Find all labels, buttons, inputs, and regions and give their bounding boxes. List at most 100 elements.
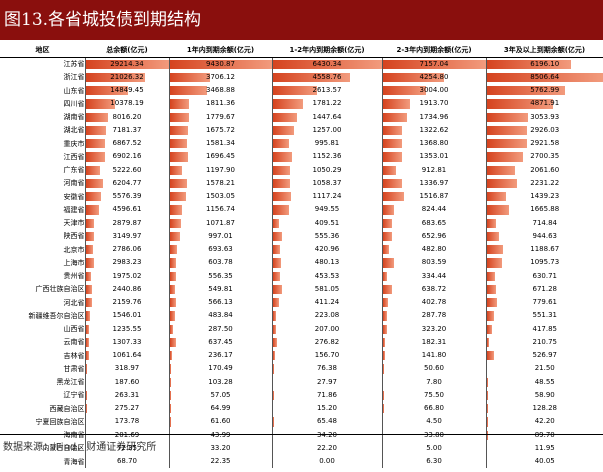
value-text: 912.81: [421, 165, 447, 174]
value-cell-1-2y: 1781.22: [271, 97, 382, 111]
value-text: 1061.64: [112, 351, 142, 359]
data-bar: [273, 430, 274, 440]
data-bar: [170, 271, 176, 281]
value-cell-3y-plus: 42.20: [485, 415, 603, 429]
value-text: 236.17: [208, 351, 233, 359]
region-cell: 甘肃省: [63, 364, 85, 373]
data-bar: [86, 245, 94, 255]
value-cell-3y-plus: 526.97: [485, 349, 603, 363]
value-cell-3y-plus: 5762.99: [485, 84, 603, 98]
value-cell-within-1y: 997.01: [168, 229, 272, 243]
value-text: 824.44: [421, 205, 447, 214]
value-cell-total: 1235.55: [84, 322, 169, 336]
region-cell: 吉林省: [63, 351, 85, 360]
value-cell-3y-plus: 11.95: [485, 441, 603, 455]
table-row: 广东省 5222.60 1197.90 1050.29 912.81 2061.60: [0, 163, 603, 177]
value-cell-total: 1975.02: [84, 269, 169, 283]
region-cell: 江西省: [63, 152, 85, 161]
data-bar: [273, 72, 350, 82]
table-row: 山东省 14849.45 3468.88 2613.57 3004.00 5762.99: [0, 84, 603, 98]
value-text: 1095.73: [530, 258, 560, 267]
value-text: 1117.24: [312, 192, 342, 200]
data-bar: [86, 218, 94, 228]
value-cell-1-2y: 6430.34: [271, 57, 382, 71]
data-bar: [487, 417, 488, 427]
value-cell-total: 21026.32: [84, 70, 169, 84]
value-cell-within-1y: 3706.12: [168, 70, 272, 84]
value-cell-within-1y: 170.49: [168, 362, 272, 376]
table-row: 甘肃省 318.97 170.49 76.38 50.60 21.50: [0, 362, 603, 376]
value-text: 566.13: [208, 298, 233, 306]
data-bar: [170, 311, 175, 321]
value-cell-3y-plus: 89.70: [485, 428, 603, 442]
data-bar: [487, 139, 527, 149]
data-bar: [273, 218, 280, 228]
value-cell-2-3y: 1353.01: [381, 150, 486, 164]
table-row: 江西省 6902.16 1696.45 1152.36 1353.01 2700.35: [0, 150, 603, 164]
value-cell-2-3y: 4.50: [381, 415, 486, 429]
data-bar: [487, 404, 489, 414]
data-bar: [273, 324, 276, 334]
data-bar: [487, 298, 498, 308]
col-header-within-1y: 1年内到期余额(亿元): [169, 43, 272, 58]
value-cell-1-2y: 555.36: [271, 229, 382, 243]
value-text: 75.50: [423, 390, 445, 399]
value-text: 6430.34: [312, 60, 342, 68]
table-row: 河南省 6204.77 1578.21 1058.37 1336.97 2231.22: [0, 176, 603, 190]
value-text: 210.75: [532, 337, 558, 346]
value-text: 61.60: [210, 417, 231, 426]
value-cell-2-3y: 6.30: [381, 455, 486, 469]
data-bar: [86, 231, 95, 241]
value-text: 1581.34: [206, 139, 235, 147]
data-bar: [487, 351, 494, 361]
data-bar: [383, 218, 393, 228]
region-cell: 天津市: [63, 219, 85, 228]
value-cell-total: 275.27: [84, 402, 169, 416]
value-cell-1-2y: 1152.36: [271, 150, 382, 164]
data-bar: [383, 178, 402, 188]
region-cell: 宁夏回族自治区: [35, 417, 85, 426]
data-bar: [86, 351, 89, 361]
value-text: 7181.37: [112, 125, 142, 134]
region-cell: 北京市: [63, 245, 85, 254]
value-cell-2-3y: 75.50: [381, 388, 486, 402]
region-cell: 云南省: [63, 338, 85, 347]
table-row: 吉林省 1061.64 236.17 156.70 141.80 526.97: [0, 349, 603, 363]
col-header-total: 总余额(亿元): [85, 43, 169, 58]
table-row: 宁夏回族自治区 173.78 61.60 65.48 4.50 42.20: [0, 415, 603, 429]
data-bar: [383, 351, 385, 361]
value-text: 526.97: [532, 351, 558, 359]
data-bar: [170, 218, 182, 228]
value-text: 170.49: [208, 364, 233, 373]
data-bar: [170, 178, 187, 188]
value-cell-3y-plus: 210.75: [485, 335, 603, 349]
data-bar: [86, 165, 101, 175]
data-bar: [170, 86, 207, 96]
table-row: 北京市 2786.06 693.63 420.96 482.80 1188.67: [0, 243, 603, 257]
value-cell-total: 2786.06: [84, 243, 169, 257]
data-bar: [170, 60, 272, 69]
value-text: 5222.60: [112, 165, 142, 174]
data-bar: [273, 231, 282, 241]
value-cell-2-3y: 182.31: [381, 335, 486, 349]
value-text: 603.78: [208, 258, 233, 267]
value-text: 483.84: [208, 311, 233, 320]
value-text: 997.01: [208, 231, 233, 240]
data-bar: [273, 205, 289, 215]
value-text: 714.84: [532, 218, 558, 227]
data-bar: [487, 99, 554, 109]
data-bar: [487, 178, 518, 188]
value-text: 2061.60: [530, 165, 560, 174]
data-bar: [273, 86, 317, 96]
value-cell-2-3y: 334.44: [381, 269, 486, 283]
region-cell: 浙江省: [63, 73, 85, 82]
value-text: 4871.91: [530, 99, 560, 108]
value-cell-2-3y: 323.20: [381, 322, 486, 336]
data-bar: [383, 245, 390, 255]
table-row: 湖南省 8016.20 1779.67 1447.64 1734.96 3053.93: [0, 110, 603, 124]
table-row: 江苏省 29214.34 9430.87 6430.34 7157.04 6196.10: [0, 57, 603, 71]
value-text: 58.90: [534, 390, 555, 399]
value-cell-3y-plus: 1439.23: [485, 190, 603, 204]
value-cell-total: 5576.39: [84, 190, 169, 204]
data-bar: [86, 72, 146, 82]
